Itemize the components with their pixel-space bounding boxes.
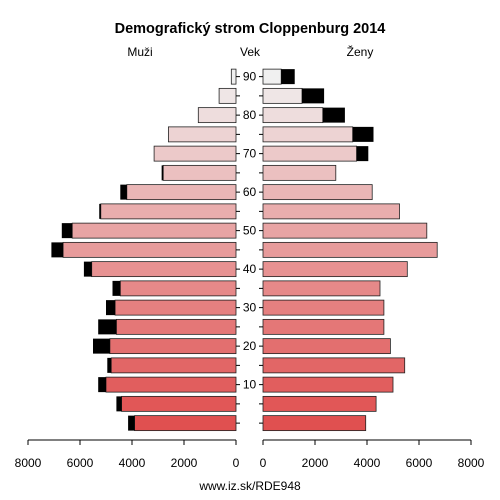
- female-bar-85-89: [262, 87, 303, 104]
- female-excess-bar-75-79: [352, 126, 374, 142]
- male-bar-20-24: [109, 338, 237, 355]
- male-x-tick-label: 4000: [119, 456, 146, 470]
- male-bar-45-49: [62, 241, 237, 258]
- center-header-age: Vek: [240, 45, 261, 59]
- male-excess-bar-5-9: [116, 396, 122, 412]
- male-excess-bar-15-19: [107, 357, 112, 373]
- age-tick-label: 80: [243, 108, 257, 122]
- age-axis: 10 20 30 40 50 60 70 80 90: [236, 70, 263, 424]
- age-tick-label: 10: [243, 378, 257, 392]
- male-bar-35-39: [119, 280, 237, 297]
- male-bar-40-44: [91, 261, 237, 278]
- female-bar-5-9: [262, 395, 377, 412]
- male-excess-bar-30-34: [106, 300, 116, 316]
- female-bar-75-79: [262, 126, 354, 143]
- male-x-tick-label: 2000: [171, 456, 198, 470]
- footer-source: www.iz.sk/RDE948: [198, 479, 301, 493]
- female-excess-bar-85-89: [302, 88, 325, 104]
- male-excess-bar-35-39: [112, 280, 121, 296]
- male-bar-85-89: [218, 87, 237, 104]
- male-bar-30-34: [114, 299, 237, 316]
- age-tick-label: 90: [243, 70, 257, 84]
- male-bar-90+: [230, 68, 237, 85]
- male-bar-25-29: [116, 318, 237, 335]
- male-bar-0-4: [134, 415, 237, 432]
- chart-title: Demografický strom Cloppenburg 2014: [115, 21, 386, 37]
- male-x-tick-label: 6000: [67, 456, 94, 470]
- male-x-tick-label: 8000: [15, 456, 42, 470]
- age-tick-label: 30: [243, 301, 257, 315]
- male-excess-bar-45-49: [51, 242, 64, 258]
- male-bars-group: [51, 68, 237, 432]
- male-excess-bar-40-44: [83, 261, 92, 277]
- female-bar-10-14: [262, 376, 394, 393]
- age-tick-label: 70: [243, 147, 257, 161]
- female-excess-bar-80-84: [322, 107, 345, 123]
- male-bar-10-14: [105, 376, 237, 393]
- male-bar-15-19: [110, 357, 237, 374]
- female-excess-bar-90+: [281, 69, 295, 85]
- male-bar-60-64: [126, 184, 237, 201]
- male-bar-50-54: [71, 222, 237, 239]
- male-excess-bar-50-54: [61, 223, 73, 239]
- female-bars-group: [262, 68, 438, 432]
- male-excess-bar-20-24: [93, 338, 110, 354]
- female-bar-25-29: [262, 318, 385, 335]
- male-excess-bar-60-64: [120, 184, 127, 200]
- female-bar-70-74: [262, 145, 357, 162]
- male-bar-70-74: [153, 145, 237, 162]
- male-excess-bar-55-59: [99, 203, 101, 219]
- age-tick-label: 60: [243, 185, 257, 199]
- male-bar-75-79: [167, 126, 237, 143]
- right-header-female: Ženy: [347, 44, 374, 59]
- male-excess-bar-0-4: [128, 415, 135, 431]
- female-bar-90+: [262, 68, 282, 85]
- female-bar-40-44: [262, 261, 408, 278]
- male-x-tick-label: 0: [233, 456, 240, 470]
- left-header-male: Muži: [127, 45, 152, 59]
- female-excess-bar-70-74: [356, 146, 369, 162]
- male-excess-bar-10-14: [98, 377, 106, 393]
- female-bar-30-34: [262, 299, 385, 316]
- female-x-tick-label: 0: [260, 456, 267, 470]
- female-x-tick-label: 2000: [302, 456, 329, 470]
- age-tick-label: 40: [243, 262, 257, 276]
- male-bar-65-69: [162, 164, 237, 181]
- female-x-tick-label: 4000: [354, 456, 381, 470]
- female-bar-50-54: [262, 222, 428, 239]
- male-excess-bar-25-29: [98, 319, 117, 335]
- male-bar-80-84: [197, 107, 237, 124]
- male-excess-bar-65-69: [161, 165, 164, 181]
- x-axes: 8000 6000 4000 2000 0 0 2000 4000 6000 8000: [15, 439, 485, 470]
- male-bar-5-9: [121, 395, 237, 412]
- female-bar-55-59: [262, 203, 400, 220]
- female-bar-15-19: [262, 357, 406, 374]
- female-x-tick-label: 6000: [406, 456, 433, 470]
- female-bar-20-24: [262, 338, 391, 355]
- male-bar-55-59: [100, 203, 237, 220]
- age-tick-label: 20: [243, 339, 257, 353]
- female-bar-0-4: [262, 415, 367, 432]
- female-bar-45-49: [262, 241, 438, 258]
- age-tick-label: 50: [243, 224, 257, 238]
- female-bar-35-39: [262, 280, 381, 297]
- female-bar-60-64: [262, 184, 373, 201]
- female-bar-80-84: [262, 107, 324, 124]
- female-x-tick-label: 8000: [458, 456, 485, 470]
- female-bar-65-69: [262, 164, 337, 181]
